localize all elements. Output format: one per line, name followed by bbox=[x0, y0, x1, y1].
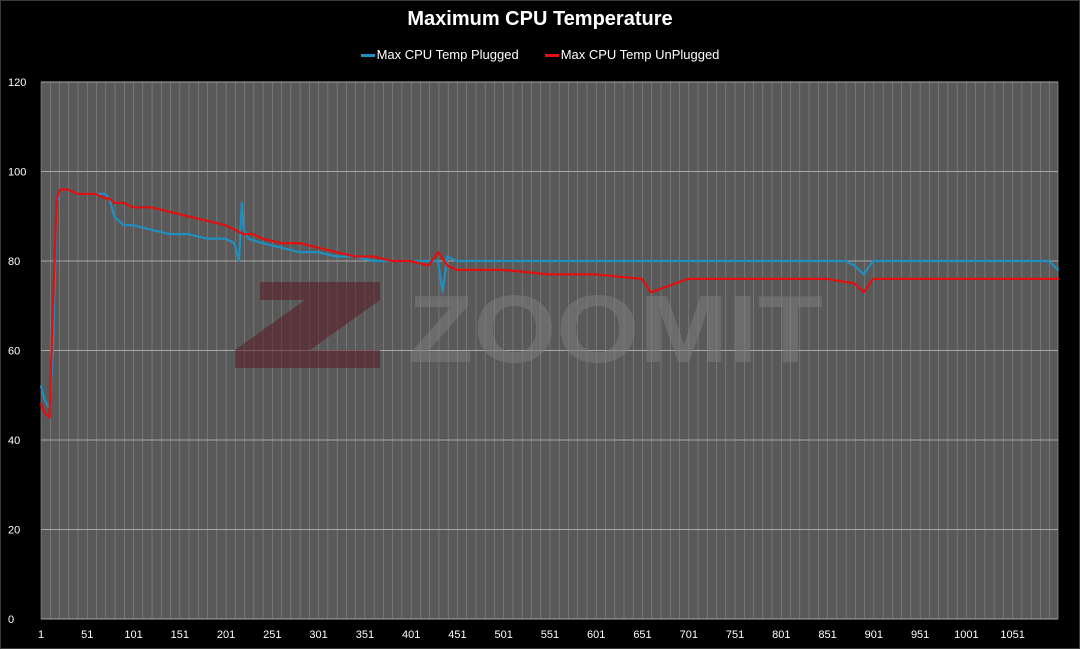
x-tick-label: 651 bbox=[633, 629, 651, 641]
x-tick-label: 551 bbox=[541, 629, 559, 641]
x-tick-label: 201 bbox=[217, 629, 235, 641]
x-tick-label: 301 bbox=[309, 629, 327, 641]
legend-item-unplugged: Max CPU Temp UnPlugged bbox=[544, 47, 720, 62]
watermark-text: ZOOMIT bbox=[408, 276, 823, 383]
x-tick-label: 401 bbox=[402, 629, 420, 641]
x-axis-tick-labels: 1 51 101 151 201 251 301 351 401 451 501 551 601 651 7… bbox=[38, 629, 1025, 641]
legend-swatch-plugged bbox=[360, 53, 375, 57]
y-axis-tick-labels: 0 20 40 60 80 100 120 bbox=[8, 77, 26, 626]
y-tick-label: 120 bbox=[8, 77, 26, 89]
y-tick-label: 0 bbox=[8, 614, 14, 626]
x-tick-label: 851 bbox=[818, 629, 836, 641]
x-tick-label: 701 bbox=[680, 629, 698, 641]
x-tick-label: 901 bbox=[865, 629, 883, 641]
x-tick-label: 751 bbox=[726, 629, 744, 641]
legend-label-plugged: Max CPU Temp Plugged bbox=[376, 47, 519, 62]
x-tick-label: 1051 bbox=[1000, 629, 1024, 641]
x-tick-label: 351 bbox=[356, 629, 374, 641]
x-tick-label: 251 bbox=[263, 629, 281, 641]
y-tick-label: 60 bbox=[8, 346, 20, 358]
legend-label-unplugged: Max CPU Temp UnPlugged bbox=[560, 47, 720, 62]
y-tick-label: 80 bbox=[8, 256, 20, 268]
x-tick-label: 1001 bbox=[954, 629, 978, 641]
y-tick-label: 40 bbox=[8, 435, 20, 447]
x-tick-label: 951 bbox=[911, 629, 929, 641]
series-layer bbox=[39, 188, 1060, 419]
x-tick-label: 801 bbox=[772, 629, 790, 641]
chart-title: Maximum CPU Temperature bbox=[407, 8, 673, 30]
x-tick-label: 601 bbox=[587, 629, 605, 641]
zoomit-watermark: ZOOMIT bbox=[235, 276, 823, 383]
legend-swatch-unplugged bbox=[544, 53, 559, 57]
x-tick-label: 151 bbox=[171, 629, 189, 641]
zoomit-logo-mark bbox=[235, 282, 380, 368]
x-tick-label: 51 bbox=[81, 629, 93, 641]
series-line-plugged bbox=[39, 188, 1060, 410]
x-tick-label: 501 bbox=[495, 629, 513, 641]
legend-item-plugged: Max CPU Temp Plugged bbox=[360, 47, 519, 62]
y-tick-label: 20 bbox=[8, 525, 20, 537]
x-tick-label: 1 bbox=[38, 629, 44, 641]
x-tick-label: 101 bbox=[124, 629, 142, 641]
x-tick-label: 451 bbox=[448, 629, 466, 641]
y-tick-label: 100 bbox=[8, 167, 26, 179]
chart-legend: Max CPU Temp Plugged Max CPU Temp UnPlug… bbox=[0, 47, 1080, 62]
series-line-unplugged bbox=[39, 188, 1060, 419]
